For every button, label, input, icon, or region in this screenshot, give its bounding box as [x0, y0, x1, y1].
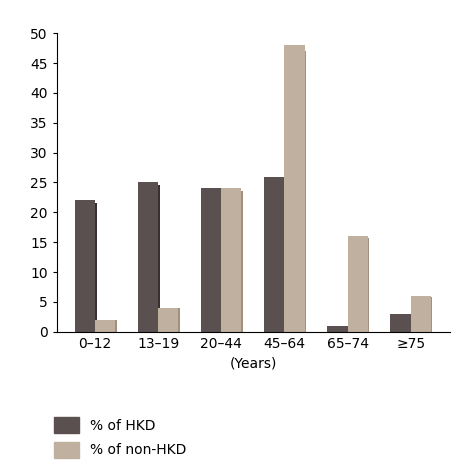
- Bar: [158, 308, 178, 332]
- Bar: [391, 314, 410, 332]
- Bar: [139, 185, 160, 332]
- Bar: [160, 309, 180, 332]
- Legend: % of HKD, % of non-HKD: % of HKD, % of non-HKD: [55, 417, 187, 457]
- Bar: [266, 180, 286, 332]
- Bar: [95, 320, 115, 332]
- Bar: [412, 297, 432, 332]
- Bar: [328, 326, 347, 332]
- Bar: [329, 326, 349, 332]
- Bar: [201, 189, 221, 332]
- Bar: [284, 45, 305, 332]
- Bar: [392, 314, 412, 332]
- Bar: [286, 51, 306, 332]
- Bar: [223, 191, 243, 332]
- Bar: [202, 191, 223, 332]
- Bar: [76, 203, 97, 332]
- Bar: [349, 238, 369, 332]
- Bar: [97, 320, 117, 332]
- Bar: [347, 236, 368, 332]
- Bar: [138, 182, 158, 332]
- X-axis label: (Years): (Years): [230, 356, 277, 370]
- Bar: [75, 201, 95, 332]
- Bar: [410, 296, 431, 332]
- Bar: [221, 189, 241, 332]
- Bar: [264, 176, 284, 332]
